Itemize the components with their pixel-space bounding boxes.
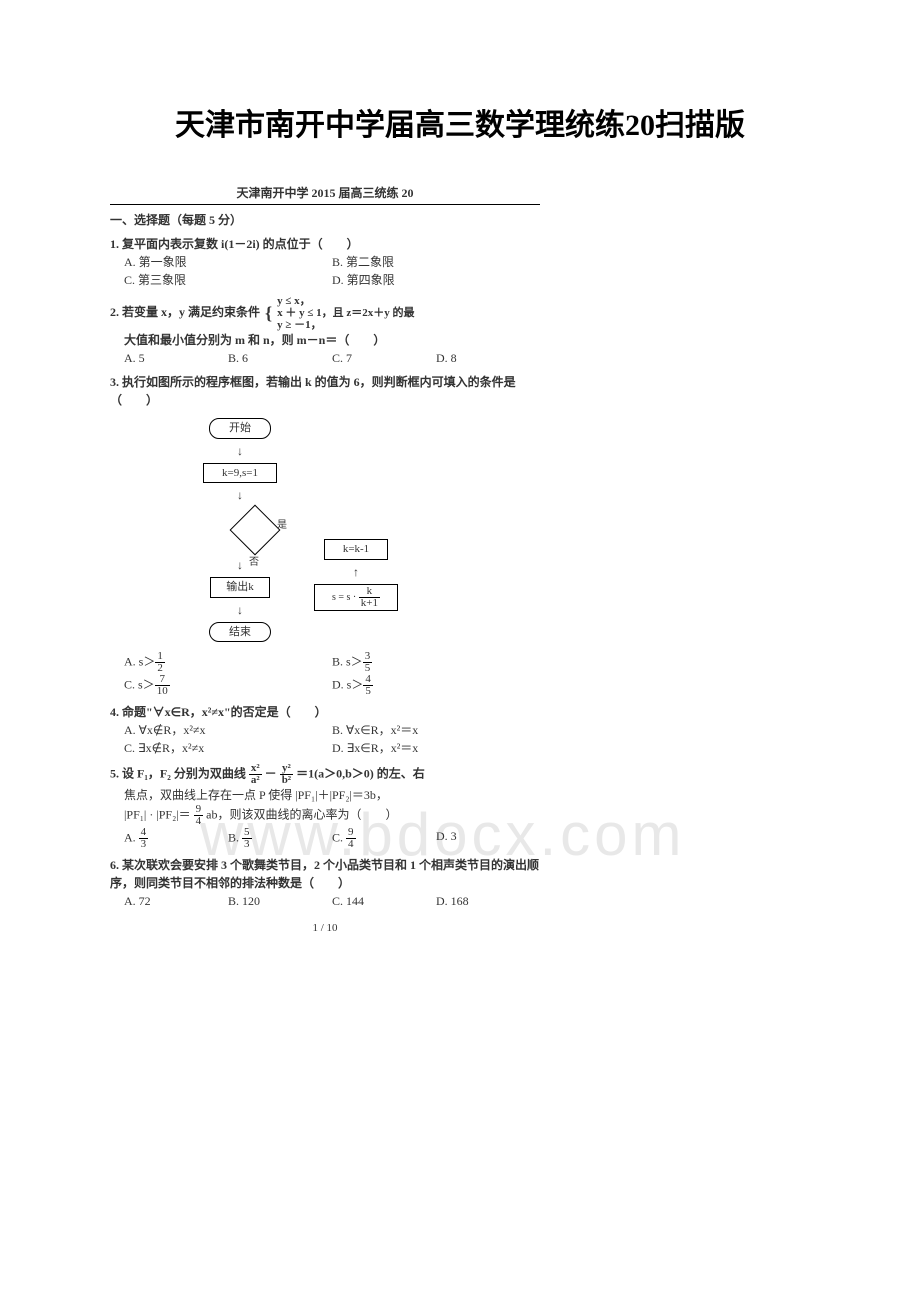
q2-opt-d: D. 8 xyxy=(436,349,540,367)
q5-opt-b: B. 53 xyxy=(228,827,332,850)
brace-icon: { xyxy=(265,300,272,327)
q2-cond3: y ≥ －1， xyxy=(277,319,322,331)
flowchart: 开始 ↓ k=9,s=1 ↓ 是 否 ↓ 输 xyxy=(190,415,410,645)
question-2: 2. 若变量 x，y 满足约束条件 { y ≤ x， x ＋ y ≤ 1，且 z… xyxy=(110,295,540,367)
q6-opt-c: C. 144 xyxy=(332,892,436,910)
fc-decision xyxy=(230,505,281,556)
q5-opt-d: D. 3 xyxy=(436,827,540,850)
q1-stem: 1. 复平面内表示复数 i(1－2i) 的点位于（ ） xyxy=(110,235,540,253)
q5-opt-a: A. 43 xyxy=(124,827,228,850)
arrow-down-icon: ↓ xyxy=(237,601,243,619)
exam-header: 天津南开中学 2015 届高三统练 20 xyxy=(110,184,540,205)
q3-opt-c: C. s＞710 xyxy=(124,674,332,697)
q4-opt-d: D. ∃x∈R，x²＝x xyxy=(332,739,540,757)
q5-line1: 5. 设 F₁，F₂ 分别为双曲线 x²a² － y²b² ＝1(a＞0,b＞0… xyxy=(110,763,540,786)
q1-opt-a: A. 第一象限 xyxy=(124,253,332,271)
question-4: 4. 命题"∀x∈R，x²≠x"的否定是（ ） A. ∀x∉R，x²≠x B. … xyxy=(110,703,540,757)
q2-stem: 2. 若变量 x，y 满足约束条件 { y ≤ x， x ＋ y ≤ 1，且 z… xyxy=(110,295,540,331)
fc-start: 开始 xyxy=(209,418,271,439)
q2-cond1: y ≤ x， xyxy=(277,295,311,307)
q6-opt-a: A. 72 xyxy=(124,892,228,910)
q4-opt-b: B. ∀x∈R，x²＝x xyxy=(332,721,540,739)
question-6: 6. 某次联欢会要安排 3 个歌舞类节目，2 个小品类节目和 1 个相声类节目的… xyxy=(110,856,540,910)
q1-opt-c: C. 第三象限 xyxy=(124,271,332,289)
q1-opt-d: D. 第四象限 xyxy=(332,271,540,289)
q2-stem-a: 2. 若变量 x，y 满足约束条件 xyxy=(110,305,260,319)
fc-yes-label: 是 xyxy=(277,518,287,533)
q2-stem-b: 大值和最小值分别为 m 和 n，则 m－n＝（ ） xyxy=(124,331,540,349)
q6-stem: 6. 某次联欢会要安排 3 个歌舞类节目，2 个小品类节目和 1 个相声类节目的… xyxy=(110,856,540,892)
q6-opt-b: B. 120 xyxy=(228,892,332,910)
fc-init: k=9,s=1 xyxy=(203,463,277,484)
fc-step-k: k=k-1 xyxy=(324,539,388,560)
q2-opt-a: A. 5 xyxy=(124,349,228,367)
fc-step-s: s = s · kk+1 xyxy=(314,584,398,611)
fc-end: 结束 xyxy=(209,622,271,643)
document-title: 天津市南开中学届高三数学理统练20扫描版 xyxy=(100,100,820,144)
question-1: 1. 复平面内表示复数 i(1－2i) 的点位于（ ） A. 第一象限 B. 第… xyxy=(110,235,540,289)
q5-opt-c: C. 94 xyxy=(332,827,436,850)
q2-opt-b: B. 6 xyxy=(228,349,332,367)
q5-line2: 焦点，双曲线上存在一点 P 使得 |PF₁|＋|PF₂|＝3b， xyxy=(124,786,540,804)
q2-cond2: x ＋ y ≤ 1，且 z＝2x＋y 的最 xyxy=(277,307,414,319)
q6-opt-d: D. 168 xyxy=(436,892,540,910)
q3-opt-b: B. s＞35 xyxy=(332,651,540,674)
fc-output: 输出k xyxy=(210,577,270,598)
q3-opt-a: A. s＞12 xyxy=(124,651,332,674)
q4-opt-c: C. ∃x∉R，x²≠x xyxy=(124,739,332,757)
q5-line3: |PF₁| · |PF₂|＝ 94 ab，则该双曲线的离心率为（ ） xyxy=(124,804,540,827)
page-number: 1 / 10 xyxy=(110,920,540,937)
q3-opt-d: D. s＞45 xyxy=(332,674,540,697)
q3-stem: 3. 执行如图所示的程序框图，若输出 k 的值为 6，则判断框内可填入的条件是（… xyxy=(110,373,540,409)
fc-no-label: 否 xyxy=(249,555,259,570)
q2-opt-c: C. 7 xyxy=(332,349,436,367)
q4-opt-a: A. ∀x∉R，x²≠x xyxy=(124,721,332,739)
arrow-down-icon: ↓ xyxy=(237,486,243,504)
q4-stem: 4. 命题"∀x∈R，x²≠x"的否定是（ ） xyxy=(110,703,540,721)
arrow-down-icon: ↓ xyxy=(237,556,243,574)
arrow-down-icon: ↓ xyxy=(237,442,243,460)
section-title: 一、选择题（每题 5 分） xyxy=(110,211,540,229)
question-5: 5. 设 F₁，F₂ 分别为双曲线 x²a² － y²b² ＝1(a＞0,b＞0… xyxy=(110,763,540,850)
q1-opt-b: B. 第二象限 xyxy=(332,253,540,271)
question-3: 3. 执行如图所示的程序框图，若输出 k 的值为 6，则判断框内可填入的条件是（… xyxy=(110,373,540,697)
arrow-up-icon: ↑ xyxy=(353,563,359,581)
exam-body: 天津南开中学 2015 届高三统练 20 一、选择题（每题 5 分） 1. 复平… xyxy=(110,184,540,937)
